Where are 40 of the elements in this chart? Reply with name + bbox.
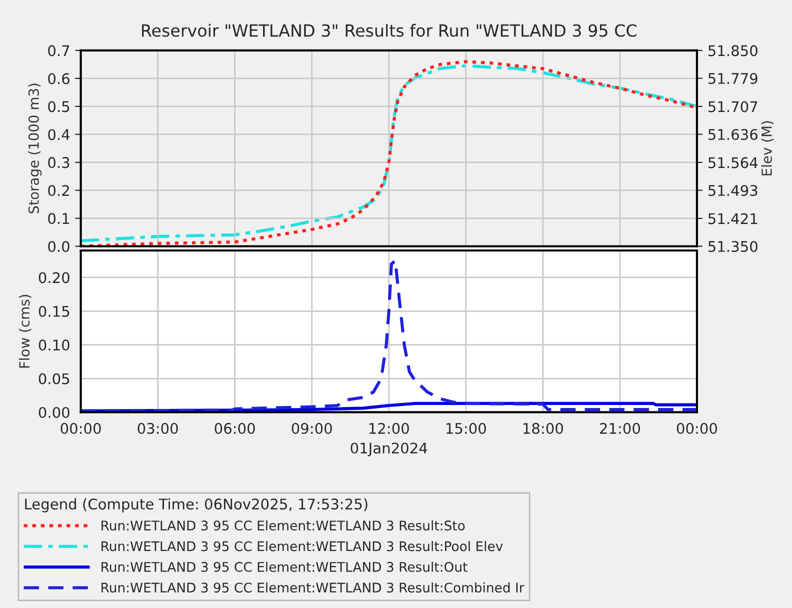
y2-tick-label: 51.493 <box>708 184 758 196</box>
legend-label: Run:WETLAND 3 95 CC Element:WETLAND 3 Result:Out <box>102 562 468 572</box>
y-tick-label: 0.7 <box>48 45 70 56</box>
legend-label: Run:WETLAND 3 95 CC Element:WETLAND 3 Result:Sto <box>102 520 465 531</box>
x-tick-label: 15:00 <box>446 422 486 434</box>
y-tick-label: 0.20 <box>38 272 70 284</box>
x-tick-label: 18:00 <box>524 422 563 434</box>
y-tick-label: 0.2 <box>48 185 69 196</box>
chart-title: Reservoir "WETLAND 3" Results for Run "WETLAND 3 95 CC <box>142 24 636 37</box>
y-tick-label: 0.3 <box>48 157 70 168</box>
y-axis-title: Storage (1000 m3) <box>28 84 42 214</box>
x-tick-label: 00:00 <box>676 422 718 434</box>
x-tick-label: 03:00 <box>138 422 178 434</box>
y-tick-label: 0.10 <box>38 340 70 351</box>
y2-tick-label: 51.779 <box>708 72 758 84</box>
y-tick-label: 0.5 <box>48 101 70 112</box>
y-tick-label: 0.05 <box>38 373 70 384</box>
y-tick-label: 0.1 <box>48 212 70 224</box>
x-tick-label: 09:00 <box>292 422 332 434</box>
y-tick-label: 0.0 <box>48 240 70 252</box>
y2-tick-label: 51.636 <box>708 128 758 140</box>
y2-tick-label: 51.850 <box>708 45 758 56</box>
y2-axis-title: Elev (M) <box>761 121 774 176</box>
y2-tick-label: 51.350 <box>708 240 758 252</box>
y-tick-label: 0.4 <box>48 129 70 140</box>
y2-tick-label: 51.564 <box>708 157 758 168</box>
x-axis-title: 01Jan2024 <box>350 442 428 456</box>
y2-tick-label: 51.421 <box>708 213 758 224</box>
x-tick-label: 06:00 <box>214 422 255 434</box>
x-tick-label: 21:00 <box>600 422 640 434</box>
y2-tick-label: 51.707 <box>708 101 758 112</box>
y-tick-label: 0.6 <box>48 73 70 84</box>
x-tick-label: 00:00 <box>60 422 101 434</box>
y-axis-title: Flow (cms) <box>18 294 32 368</box>
y-tick-label: 0.15 <box>38 306 70 317</box>
x-tick-label: 12:00 <box>369 422 409 434</box>
legend-label: Run:WETLAND 3 95 CC Element:WETLAND 3 Result:Pool Elev <box>102 540 503 552</box>
legend-title: Legend (Compute Time: 06Nov2025, 17:53:25) <box>25 498 368 512</box>
legend-label: Run:WETLAND 3 95 CC Element:WETLAND 3 Result:Combined Ir <box>102 582 524 593</box>
y-tick-label: 0.00 <box>38 406 70 418</box>
